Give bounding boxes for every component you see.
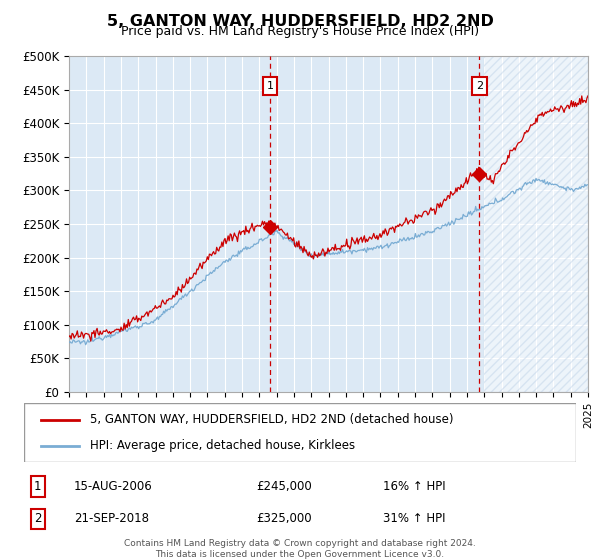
Text: 1: 1 [34, 480, 41, 493]
Text: Price paid vs. HM Land Registry's House Price Index (HPI): Price paid vs. HM Land Registry's House … [121, 25, 479, 38]
Text: 21-SEP-2018: 21-SEP-2018 [74, 512, 149, 525]
Text: 15-AUG-2006: 15-AUG-2006 [74, 480, 152, 493]
Text: Contains HM Land Registry data © Crown copyright and database right 2024.
This d: Contains HM Land Registry data © Crown c… [124, 539, 476, 559]
Text: 5, GANTON WAY, HUDDERSFIELD, HD2 2ND (detached house): 5, GANTON WAY, HUDDERSFIELD, HD2 2ND (de… [90, 413, 454, 426]
Text: 5, GANTON WAY, HUDDERSFIELD, HD2 2ND: 5, GANTON WAY, HUDDERSFIELD, HD2 2ND [107, 14, 493, 29]
Text: 1: 1 [266, 81, 274, 91]
FancyBboxPatch shape [24, 403, 576, 462]
Text: 31% ↑ HPI: 31% ↑ HPI [383, 512, 445, 525]
Text: 2: 2 [476, 81, 483, 91]
Text: 2: 2 [34, 512, 41, 525]
Text: HPI: Average price, detached house, Kirklees: HPI: Average price, detached house, Kirk… [90, 439, 355, 452]
Polygon shape [484, 56, 588, 392]
Text: £245,000: £245,000 [256, 480, 311, 493]
Text: £325,000: £325,000 [256, 512, 311, 525]
Text: 16% ↑ HPI: 16% ↑ HPI [383, 480, 445, 493]
